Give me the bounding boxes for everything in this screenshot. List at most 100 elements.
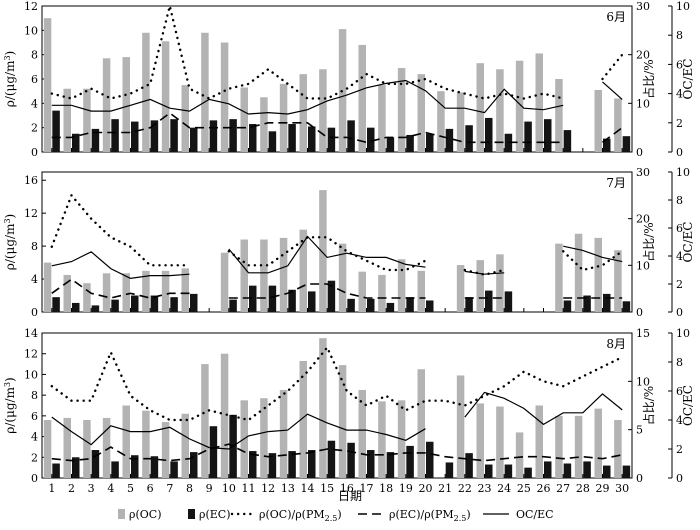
ec-pm-line [228, 283, 426, 299]
ec-bar [131, 455, 139, 478]
x-tick-label: 5 [127, 482, 134, 495]
pct-tick-label: 30 [636, 166, 650, 179]
ec-bar [426, 300, 434, 312]
ec-bar [91, 450, 100, 478]
ratio-tick-label: 8 [676, 356, 683, 369]
ec-bar [386, 452, 395, 478]
ec-bar [465, 125, 473, 152]
ec-bar [249, 124, 257, 152]
panel-1: 0 2 4 6 8 10 12 0 10 20 30 0 2 4 6 8 10 ρ/(μg/m3) 占比/% OC/E… [3, 0, 695, 159]
x-tick-label: 28 [576, 482, 590, 495]
x-tick-label: 4 [107, 482, 114, 495]
ec-bar [150, 456, 159, 478]
panel-month-label: 8月 [606, 337, 626, 351]
ec-bar [150, 120, 159, 152]
ec-pm-line [51, 112, 564, 144]
oc-bar [279, 83, 288, 152]
ec-bar [308, 126, 316, 152]
ec-bar [190, 452, 198, 478]
oc-bar [122, 273, 130, 312]
x-tick-label: 11 [242, 482, 256, 495]
oc-bar [83, 283, 91, 312]
oc-bar [614, 98, 622, 152]
ocec-line [228, 235, 426, 274]
left-tick-label: 2 [31, 122, 38, 135]
ec-bar [622, 136, 631, 152]
oc-bar [142, 32, 150, 152]
pct-tick-label: 10 [636, 97, 650, 110]
oc-bar [63, 274, 71, 312]
ratio-axis-title: OC/EC [681, 221, 695, 262]
ec-bar [249, 285, 257, 312]
left-tick-label: 2 [31, 451, 38, 464]
ec-bar [524, 467, 532, 478]
pct-axis-title: 占比/% [641, 59, 656, 98]
pct-tick-label: 0 [636, 306, 643, 319]
oc-bar [555, 79, 563, 152]
ec-bar [603, 138, 611, 152]
legend-label-oc_pm: ρ(OC)/ρ(PM2.5) [259, 508, 342, 523]
x-tick-label: 23 [478, 482, 492, 495]
oc-bar [574, 415, 583, 478]
left-tick-label: 0 [31, 306, 38, 319]
ratio-tick-label: 0 [676, 146, 683, 159]
ec-bar [72, 457, 80, 478]
oc-pm-line [50, 6, 565, 100]
oc-bar [43, 420, 52, 478]
ec-bar [170, 461, 178, 478]
pct-tick-label: 15 [636, 327, 650, 340]
ratio-tick-label: 6 [676, 222, 683, 235]
plot-area [43, 6, 631, 152]
plot-area [43, 338, 631, 478]
ec-bar [544, 119, 552, 152]
left-tick-label: 12 [24, 207, 38, 220]
oc-bar [102, 273, 111, 312]
ec-bar [288, 289, 296, 312]
ec-bar [308, 291, 316, 312]
ec-bar [268, 131, 277, 152]
ec-bar [485, 290, 493, 312]
left-tick-label: 8 [31, 49, 38, 62]
x-tick-label: 18 [379, 482, 393, 495]
oc-bar [476, 260, 484, 312]
legend-item-ocec: OC/EC [483, 508, 554, 521]
ec-pm-line [602, 127, 623, 143]
x-tick-label: 30 [615, 482, 629, 495]
ec-bar [563, 300, 572, 312]
oc-bar [83, 420, 91, 478]
ratio-tick-label: 10 [676, 0, 690, 13]
oc-bar [201, 364, 209, 478]
ec-bar [72, 133, 80, 152]
oc-bar [220, 252, 229, 312]
x-tick-label: 6 [147, 482, 154, 495]
oc-bar [476, 63, 484, 152]
ocec-line [602, 81, 623, 100]
left-tick-label: 10 [24, 368, 38, 381]
oc-bar [299, 360, 307, 478]
ec-bar [72, 302, 80, 312]
x-tick-label: 19 [399, 482, 413, 495]
oc-bar [260, 97, 268, 152]
ec-bar [622, 465, 631, 478]
ec-bar [190, 127, 198, 152]
pct-tick-label: 30 [636, 0, 650, 13]
oc-bar [496, 254, 504, 312]
ec-bar [583, 461, 591, 478]
oc-bar [378, 401, 386, 478]
ratio-tick-label: 10 [676, 166, 690, 179]
ec-bar [347, 120, 355, 152]
panel-2: 0 4 8 12 16 0 10 20 30 0 2 4 6 8 10 ρ/(μg/m3) 占比/% OC/EC 7… [3, 166, 695, 319]
ec-bar [91, 128, 100, 152]
ec-bar [327, 280, 336, 312]
oc-bar [161, 270, 170, 312]
oc-bar [515, 60, 524, 152]
ec-bar [524, 121, 532, 152]
oc-bar [142, 410, 150, 478]
ec-bar [386, 137, 395, 152]
legend-swatch-ec [188, 509, 195, 519]
x-tick-label: 7 [166, 482, 173, 495]
ec-bar [347, 298, 355, 312]
ec-bar [209, 426, 218, 478]
left-axis-title: ρ/(μg/m3) [3, 51, 17, 107]
oc-bar [555, 243, 563, 312]
